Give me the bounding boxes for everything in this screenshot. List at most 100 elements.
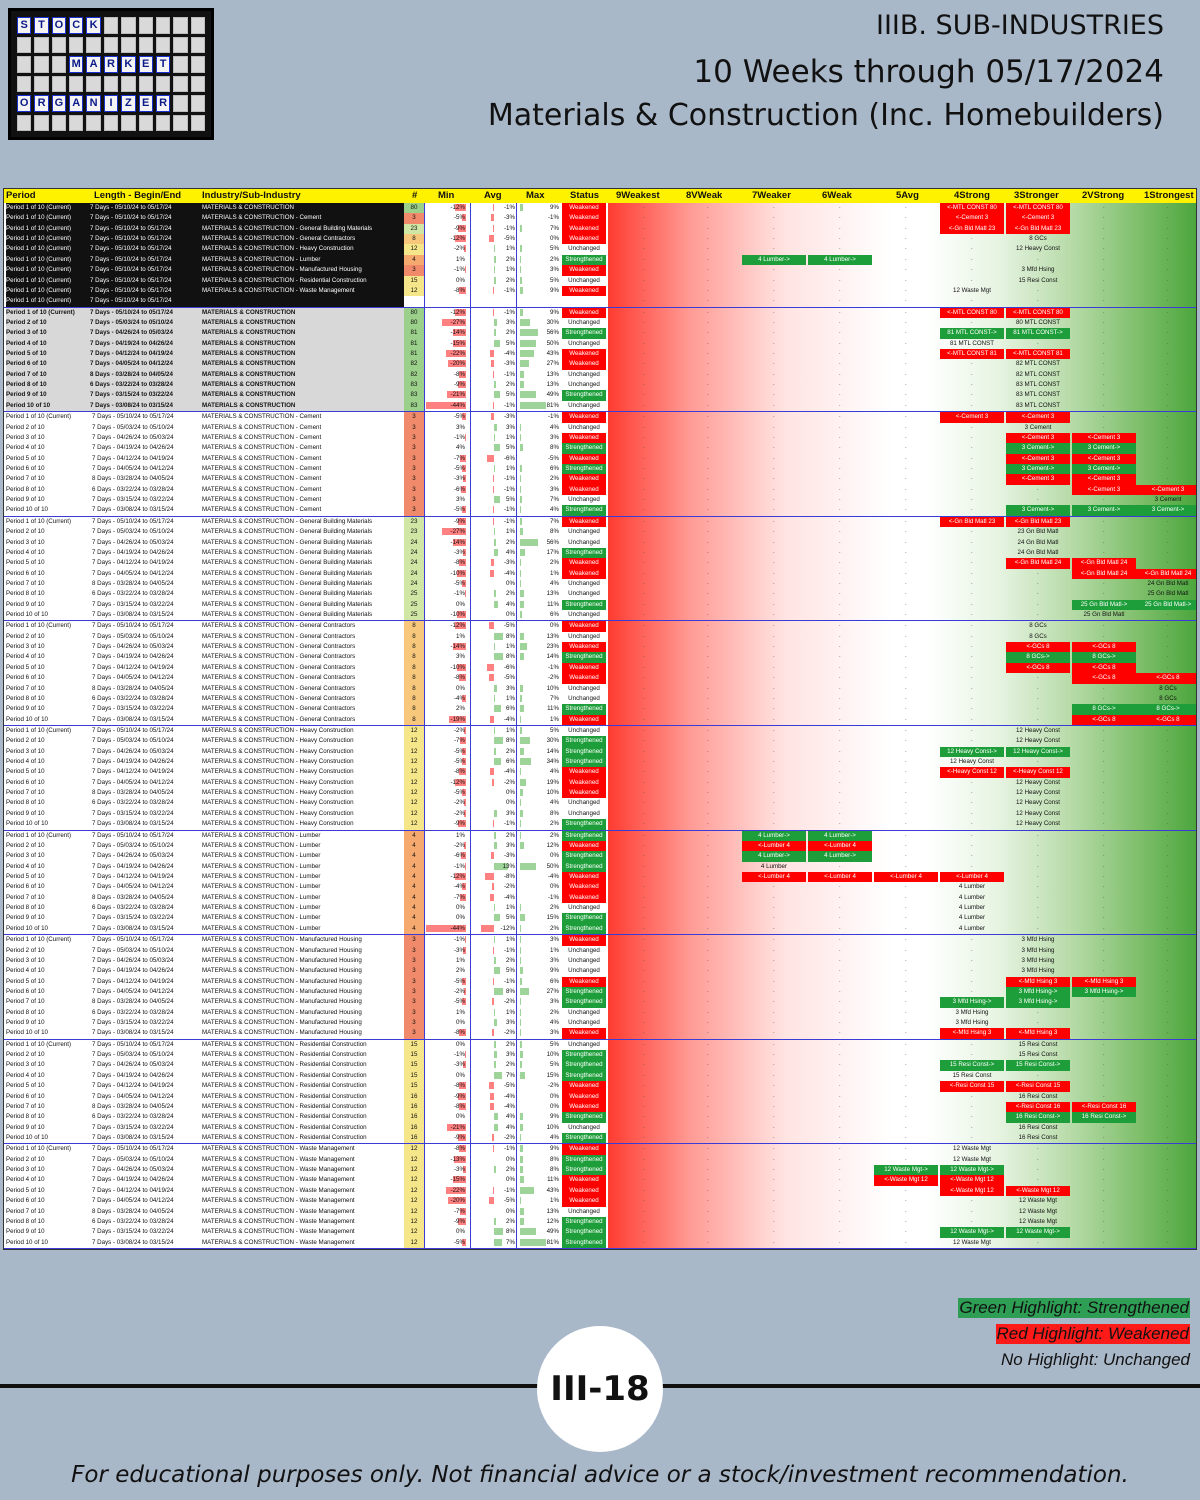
- max-bar: [520, 653, 525, 661]
- min-cell: -5%: [453, 506, 465, 514]
- empty-marker: .: [643, 485, 645, 492]
- length-cell: 8 Days - 03/28/24 to 04/05/24: [92, 893, 174, 901]
- empty-marker: .: [971, 799, 973, 806]
- avg-bar: [490, 214, 494, 222]
- empty-marker: .: [707, 1217, 709, 1224]
- empty-marker: .: [839, 684, 841, 691]
- empty-marker: .: [971, 663, 973, 670]
- table-row: Period 4 of 10 7 Days - 04/19/24 to 04/26…: [4, 443, 1196, 454]
- period-cell: Period 3 of 10: [6, 1166, 45, 1174]
- logo-tile: [103, 114, 119, 131]
- empty-marker: .: [839, 1166, 841, 1173]
- strength-label: <-Gn Bld Matl 24: [1006, 558, 1070, 569]
- table-row: Period 1 of 10 (Current) 7 Days - 05/10/2…: [4, 1144, 1196, 1155]
- max-cell: 2%: [550, 831, 559, 839]
- empty-marker: .: [643, 726, 645, 733]
- empty-marker: .: [707, 841, 709, 848]
- table-row: Period 5 of 10 7 Days - 04/12/24 to 04/19…: [4, 1081, 1196, 1092]
- empty-marker: .: [1167, 1102, 1169, 1109]
- table-row: Period 1 of 10 (Current) 7 Days - 05/10/2…: [4, 244, 1196, 255]
- avg-bar: [490, 360, 494, 368]
- status-badge: Weakened: [562, 788, 606, 799]
- length-cell: 7 Days - 04/19/24 to 04/26/24: [92, 967, 174, 975]
- avg-cell: 0%: [506, 789, 515, 797]
- empty-marker: .: [773, 998, 775, 1005]
- empty-marker: .: [839, 694, 841, 701]
- count-cell: 12: [404, 788, 424, 799]
- min-cell: -10%: [450, 663, 465, 671]
- min-cell: -4%: [453, 694, 465, 702]
- strength-label: <-Cement 3: [1006, 412, 1070, 423]
- strength-label: 15 Resi Const: [1018, 1051, 1058, 1059]
- min-cell: -3%: [453, 1166, 465, 1174]
- logo-tile: Z: [121, 95, 136, 112]
- empty-marker: .: [643, 1133, 645, 1140]
- empty-marker: .: [839, 286, 841, 293]
- avg-cell: -4%: [503, 350, 515, 358]
- empty-marker: .: [707, 987, 709, 994]
- empty-marker: .: [1167, 464, 1169, 471]
- empty-marker: .: [773, 454, 775, 461]
- empty-marker: .: [1167, 893, 1169, 900]
- status-badge: Weakened: [562, 359, 606, 370]
- min-cell: -12%: [450, 308, 465, 316]
- empty-marker: .: [707, 799, 709, 806]
- logo-tile: [17, 114, 32, 131]
- length-cell: 7 Days - 03/15/24 to 03/22/24: [92, 1228, 174, 1236]
- logo-tile: [69, 114, 84, 131]
- empty-marker: .: [1037, 873, 1039, 879]
- status-badge: Unchanged: [568, 496, 600, 504]
- min-cell: -1%: [453, 936, 465, 944]
- length-cell: 7 Days - 05/10/24 to 05/17/24: [90, 234, 202, 245]
- empty-marker: .: [773, 1061, 775, 1068]
- min-cell: -9%: [453, 820, 465, 828]
- empty-marker: .: [1167, 852, 1169, 859]
- empty-marker: .: [839, 1217, 841, 1224]
- period-cell: Period 3 of 10: [6, 747, 45, 755]
- empty-marker: .: [643, 873, 645, 879]
- status-badge: Unchanged: [568, 245, 600, 253]
- strength-label: 12 Waste Mgt->: [940, 1227, 1004, 1238]
- length-cell: 6 Days - 03/22/24 to 03/28/24: [92, 1113, 174, 1121]
- logo-tile: [86, 36, 101, 53]
- empty-marker: .: [1167, 799, 1169, 806]
- empty-marker: .: [839, 1051, 841, 1058]
- max-bar: [520, 611, 522, 619]
- length-cell: 7 Days - 04/19/24 to 04/26/24: [92, 653, 174, 661]
- strength-label: <-Cement 3: [940, 412, 1004, 423]
- empty-marker: .: [1167, 266, 1169, 273]
- empty-marker: .: [905, 590, 907, 597]
- table-row: Period 6 of 10 7 Days - 04/05/24 to 04/12…: [4, 777, 1196, 789]
- avg-bar: [494, 391, 500, 399]
- length-cell: 7 Days - 03/08/24 to 03/15/24: [92, 1133, 174, 1141]
- avg-bar: [494, 1061, 497, 1069]
- min-cell: -5%: [453, 464, 465, 472]
- empty-marker: .: [905, 255, 907, 262]
- status-badge: Weakened: [562, 935, 606, 946]
- strength-label: <-Cement 3: [1072, 432, 1136, 444]
- logo-tile: G: [51, 95, 67, 112]
- count-cell: 4: [404, 892, 424, 904]
- period-cell: Period 7 of 10: [6, 369, 94, 381]
- length-cell: 7 Days - 04/05/24 to 04/12/24: [92, 674, 174, 682]
- min-cell: -44%: [450, 924, 465, 932]
- empty-marker: .: [1103, 224, 1105, 231]
- period-cell: Period 7 of 10: [6, 1102, 45, 1110]
- period-cell: Period 6 of 10: [6, 464, 45, 472]
- empty-marker: .: [707, 559, 709, 566]
- status-badge: Unchanged: [568, 904, 600, 912]
- period-cell: Period 1 of 10 (Current): [6, 517, 71, 525]
- max-bar: [520, 1145, 523, 1153]
- strength-label: <-MTL CONST 80: [940, 307, 1004, 318]
- max-bar: [520, 1051, 524, 1059]
- avg-cell: 0%: [506, 579, 515, 587]
- strength-label: <-Gn Bld Matl 23: [940, 516, 1004, 528]
- logo-tile: [121, 114, 136, 131]
- min-cell: -8%: [453, 286, 465, 294]
- table-row: Period 2 of 10 7 Days - 05/03/24 to 05/10…: [4, 840, 1196, 852]
- avg-bar: [494, 255, 497, 263]
- empty-marker: .: [1103, 1207, 1105, 1214]
- empty-marker: .: [1167, 318, 1169, 325]
- avg-cell: -1%: [503, 370, 515, 378]
- max-cell: 56%: [546, 538, 559, 546]
